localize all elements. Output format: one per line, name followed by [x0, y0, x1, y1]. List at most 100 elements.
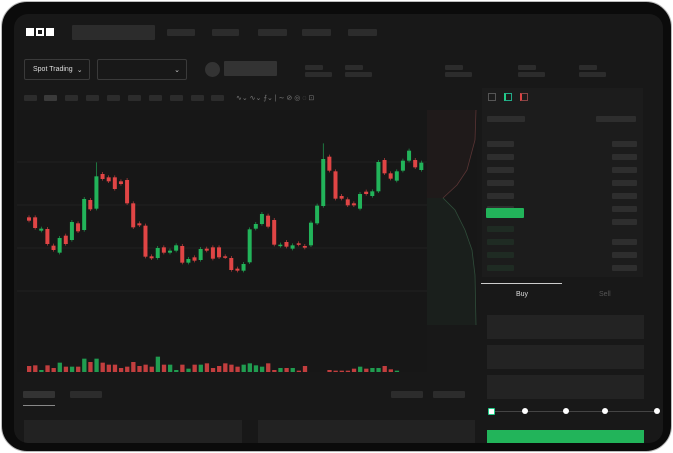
ask-amount — [612, 206, 637, 212]
nav-item[interactable] — [348, 29, 377, 36]
price-input[interactable] — [487, 315, 644, 339]
ask-amount — [612, 219, 637, 225]
candle-body — [351, 203, 356, 206]
bid-amount — [612, 252, 637, 258]
volume-bar — [149, 366, 154, 372]
stat-value — [579, 72, 606, 77]
volume-bar — [33, 365, 38, 372]
timeframe-button[interactable] — [65, 95, 78, 101]
volume-bar — [82, 358, 87, 372]
tab-buy[interactable]: Buy — [516, 291, 529, 298]
candle-body — [45, 229, 50, 244]
candle-body — [180, 246, 185, 263]
filter-button[interactable] — [391, 391, 423, 398]
nav-item[interactable] — [258, 29, 287, 36]
ask-amount — [612, 141, 637, 147]
candle-body — [125, 180, 130, 204]
candlestick-chart — [17, 143, 427, 372]
timeframe-button[interactable] — [44, 95, 57, 101]
leverage-slider-track[interactable] — [492, 411, 658, 412]
candle-body — [174, 245, 179, 251]
timeframe-button[interactable] — [191, 95, 204, 101]
candle-body — [413, 160, 418, 168]
candle-body — [345, 199, 350, 206]
slider-handle[interactable] — [488, 408, 495, 415]
buy-button[interactable] — [487, 430, 644, 443]
candle-body — [69, 222, 74, 240]
slider-mark[interactable] — [522, 408, 528, 414]
tab-order-history[interactable] — [70, 391, 102, 398]
okx-logo — [26, 28, 54, 36]
candle-body — [388, 173, 393, 179]
timeframe-button[interactable] — [149, 95, 162, 101]
timeframe-button[interactable] — [211, 95, 224, 101]
volume-bar — [45, 365, 50, 372]
volume-bar — [192, 364, 197, 372]
candle-body — [143, 225, 148, 257]
candle-body — [308, 222, 313, 246]
filter-button[interactable] — [433, 391, 465, 398]
candle-body — [290, 245, 295, 249]
volume-bar — [155, 356, 161, 372]
bid-price — [487, 239, 514, 245]
orderbook-both-icon[interactable] — [488, 93, 496, 101]
volume-bar — [296, 370, 302, 372]
candle-body — [167, 250, 172, 253]
total-input[interactable] — [487, 375, 644, 399]
nav-item[interactable] — [302, 29, 331, 36]
timeframe-button[interactable] — [107, 95, 120, 101]
ask-amount — [612, 154, 637, 160]
indicator-icon[interactable]: ∿⌄ ∿⌄ ⨍⌄ | ∼ ⊘ ◎ ◌ ⊡ — [236, 95, 315, 102]
stat-value — [445, 72, 472, 77]
volume-bar — [223, 363, 228, 372]
candle-body — [137, 223, 142, 226]
volume-bar — [272, 370, 277, 372]
candle-body — [186, 259, 191, 263]
bid-amount — [612, 265, 637, 271]
candle-body — [253, 224, 258, 229]
slider-mark[interactable] — [602, 408, 608, 414]
last-price — [486, 208, 524, 218]
volume-bar — [370, 368, 375, 372]
volume-bar — [358, 366, 363, 372]
slider-mark[interactable] — [654, 408, 660, 414]
volume-bar — [210, 368, 216, 372]
ask-price — [487, 193, 514, 199]
volume-bar — [69, 366, 75, 372]
candle-body — [333, 171, 338, 199]
volume-bar — [27, 366, 32, 372]
volume-bar — [388, 369, 393, 372]
nav-item[interactable] — [212, 29, 239, 36]
volume-bar — [112, 364, 118, 372]
nav-item[interactable] — [167, 29, 195, 36]
candle-body — [278, 244, 283, 247]
orderbook-sell-icon[interactable] — [520, 93, 528, 101]
market-type-dropdown[interactable]: Spot Trading ⌄ — [24, 59, 90, 80]
slider-mark[interactable] — [563, 408, 569, 414]
bid-price — [487, 252, 514, 258]
ask-amount — [612, 167, 637, 173]
candle-body — [296, 243, 301, 245]
assets-panel — [258, 420, 475, 443]
volume-bar — [186, 368, 191, 372]
pair-dropdown[interactable]: ⌄ — [97, 59, 187, 80]
timeframe-button[interactable] — [128, 95, 141, 101]
candle-body — [339, 196, 344, 199]
tab-open-orders[interactable] — [23, 391, 55, 398]
candle-body — [266, 215, 271, 227]
orderbook-buy-icon[interactable] — [504, 93, 512, 101]
trade-tab-underline — [481, 283, 562, 284]
active-tab-underline — [23, 405, 55, 406]
tab-sell[interactable]: Sell — [599, 291, 611, 298]
volume-bar — [253, 365, 259, 372]
timeframe-button[interactable] — [86, 95, 99, 101]
volume-bar — [174, 370, 179, 372]
amount-input[interactable] — [487, 345, 644, 369]
candle-body — [223, 256, 228, 258]
search-bar[interactable] — [72, 25, 155, 40]
timeframe-button[interactable] — [24, 95, 37, 101]
volume-bar — [161, 364, 167, 372]
candle-body — [302, 246, 307, 248]
timeframe-button[interactable] — [170, 95, 183, 101]
